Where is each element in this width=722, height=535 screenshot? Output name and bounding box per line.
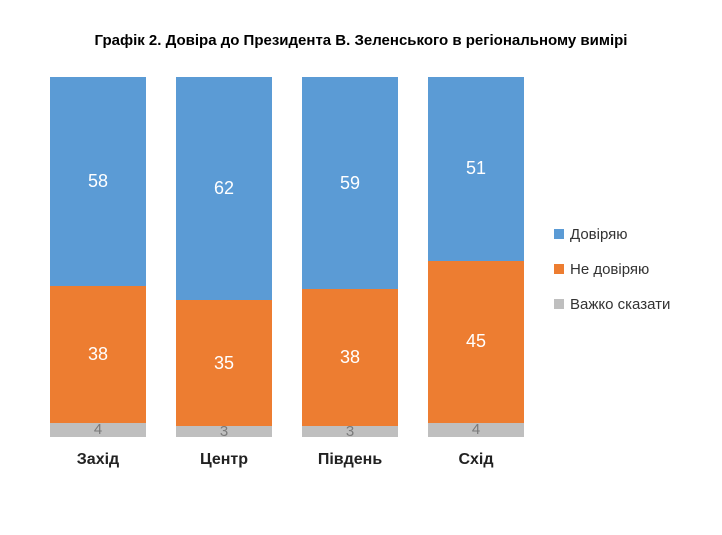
bar-segment-distrust: 35 bbox=[176, 300, 272, 426]
bar-value-label: 4 bbox=[472, 421, 480, 438]
x-axis-label: Центр bbox=[200, 451, 248, 469]
bar-column: 51 45 4 Схід bbox=[428, 77, 524, 469]
bar-column: 59 38 3 Південь bbox=[302, 77, 398, 469]
legend-label: Довіряю bbox=[570, 226, 628, 243]
chart-title: Графік 2. Довіра до Президента В. Зеленс… bbox=[0, 0, 722, 69]
bar-segment-hard: 3 bbox=[176, 426, 272, 437]
stacked-bar: 59 38 3 bbox=[302, 77, 398, 437]
bar-column: 62 35 3 Центр bbox=[176, 77, 272, 469]
chart-area: 58 38 4 Захід 62 35 3 Центр 59 38 3 Південь 51 45 4 Схі… bbox=[0, 69, 722, 469]
x-axis-label: Південь bbox=[318, 451, 382, 469]
legend-label: Важко сказати bbox=[570, 296, 670, 313]
legend-swatch bbox=[554, 299, 564, 309]
plot-area: 58 38 4 Захід 62 35 3 Центр 59 38 3 Південь 51 45 4 Схі… bbox=[40, 69, 524, 469]
bar-value-label: 51 bbox=[466, 158, 486, 179]
bar-value-label: 35 bbox=[214, 353, 234, 374]
bar-value-label: 3 bbox=[346, 423, 354, 440]
stacked-bar: 51 45 4 bbox=[428, 77, 524, 437]
bar-value-label: 62 bbox=[214, 178, 234, 199]
legend-swatch bbox=[554, 264, 564, 274]
bar-segment-distrust: 38 bbox=[50, 286, 146, 423]
bar-value-label: 59 bbox=[340, 173, 360, 194]
bar-value-label: 38 bbox=[88, 344, 108, 365]
legend-item: Не довіряю bbox=[554, 261, 670, 278]
bar-column: 58 38 4 Захід bbox=[50, 77, 146, 469]
x-axis-label: Захід bbox=[77, 451, 119, 469]
bar-value-label: 58 bbox=[88, 171, 108, 192]
legend-item: Важко сказати bbox=[554, 296, 670, 313]
bar-segment-hard: 4 bbox=[50, 423, 146, 437]
stacked-bar: 62 35 3 bbox=[176, 77, 272, 437]
bar-value-label: 45 bbox=[466, 331, 486, 352]
bar-segment-trust: 62 bbox=[176, 77, 272, 300]
legend-label: Не довіряю bbox=[570, 261, 649, 278]
stacked-bar: 58 38 4 bbox=[50, 77, 146, 437]
legend-swatch bbox=[554, 229, 564, 239]
bar-segment-hard: 3 bbox=[302, 426, 398, 437]
bar-segment-trust: 51 bbox=[428, 77, 524, 261]
legend: Довіряю Не довіряю Важко сказати bbox=[554, 226, 670, 313]
legend-item: Довіряю bbox=[554, 226, 670, 243]
bar-value-label: 3 bbox=[220, 423, 228, 440]
bar-segment-distrust: 38 bbox=[302, 289, 398, 426]
bar-segment-trust: 59 bbox=[302, 77, 398, 289]
bar-segment-distrust: 45 bbox=[428, 261, 524, 423]
x-axis-label: Схід bbox=[458, 451, 493, 469]
bar-segment-hard: 4 bbox=[428, 423, 524, 437]
bar-segment-trust: 58 bbox=[50, 77, 146, 286]
bar-value-label: 4 bbox=[94, 421, 102, 438]
bar-value-label: 38 bbox=[340, 347, 360, 368]
